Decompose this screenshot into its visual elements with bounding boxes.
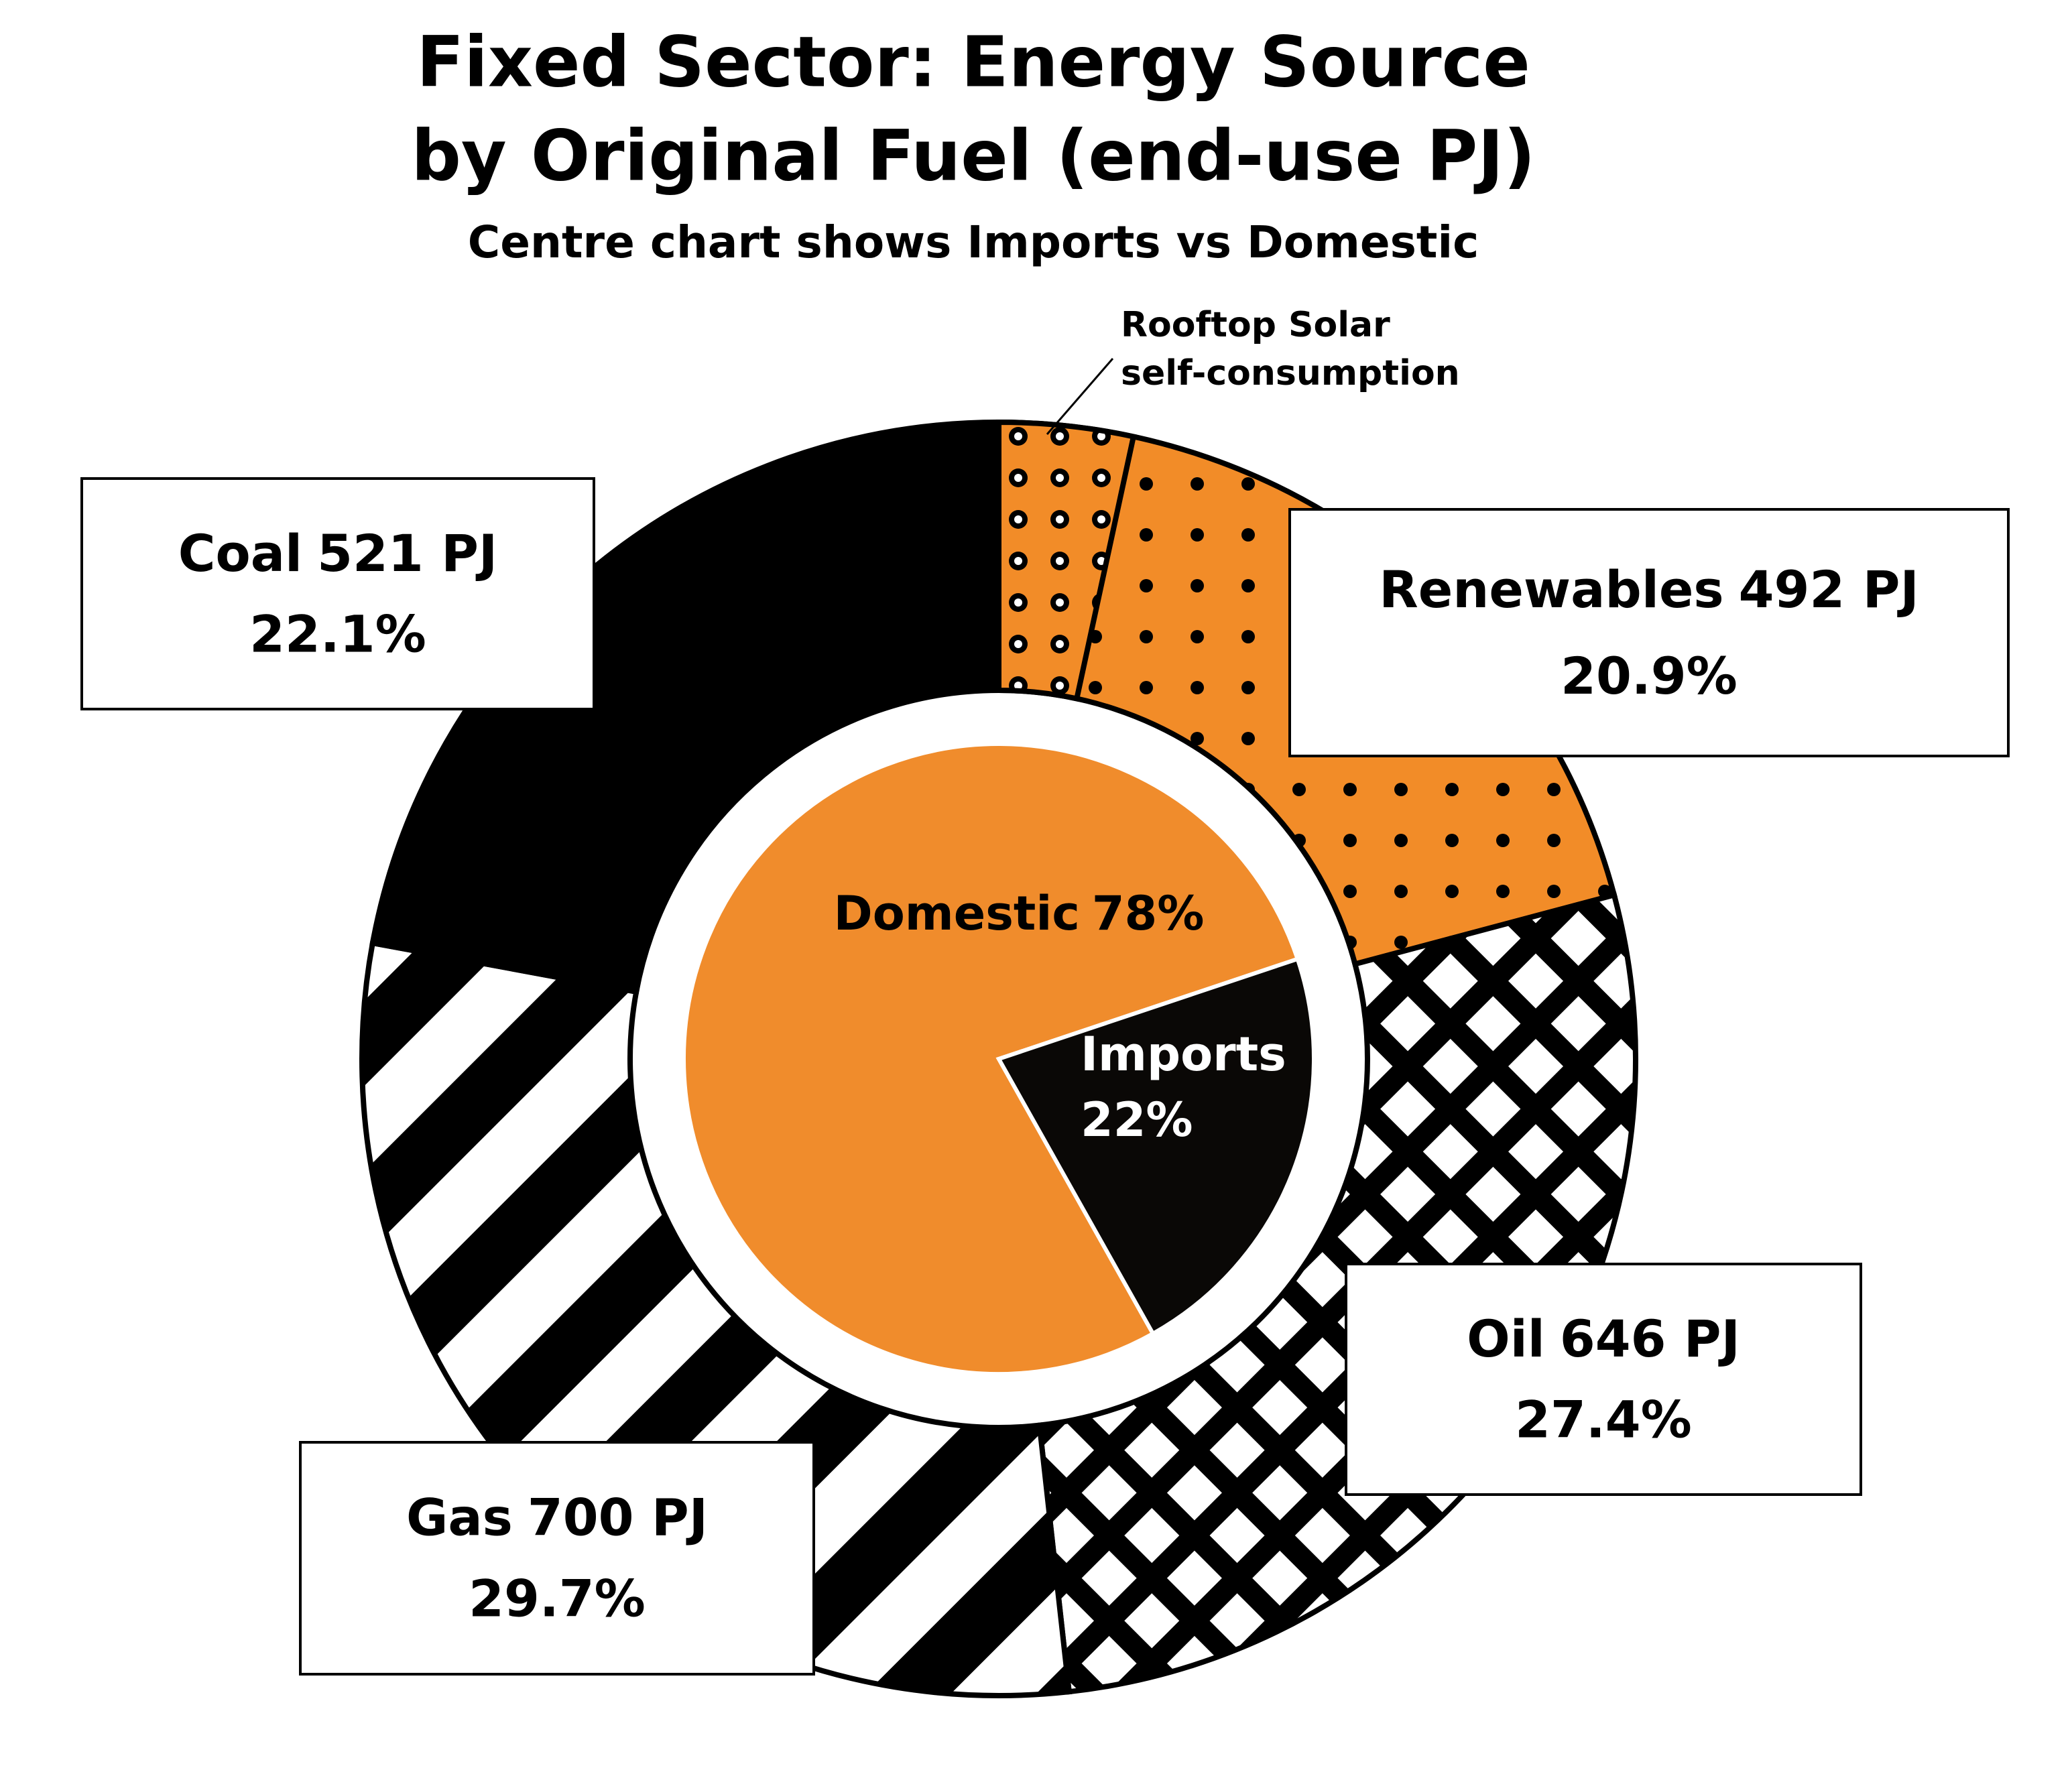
segment-label: Gas 700 PJ — [406, 1488, 708, 1548]
share-label: 27.4% — [1515, 1389, 1692, 1449]
segment-label: Oil 646 PJ — [1467, 1309, 1740, 1369]
share-label: 29.7% — [469, 1569, 646, 1629]
segment-label: Renewables 492 PJ — [1379, 560, 1919, 619]
slice-label: Domestic 78% — [834, 886, 1205, 941]
label-box — [1288, 508, 2010, 757]
category-label: Imports — [1081, 1027, 1286, 1082]
share-label: 22.1% — [249, 604, 426, 664]
value-label: 492 PJ — [1739, 560, 1919, 619]
annotation: self-consumption — [1121, 353, 1460, 393]
category-label: Coal — [178, 523, 302, 583]
pie-slice — [682, 742, 1300, 1376]
category-label: Domestic — [834, 886, 1080, 941]
label-box — [1345, 1263, 1862, 1496]
chart-title: Fixed Sector: Energy Source — [416, 21, 1530, 103]
value-label: 700 PJ — [528, 1488, 708, 1548]
category-label: Oil — [1467, 1309, 1545, 1369]
category-label: Gas — [406, 1488, 513, 1548]
label-box — [299, 1441, 815, 1676]
label-box — [80, 477, 595, 710]
annotation: Rooftop Solar — [1121, 305, 1390, 345]
category-label: Renewables — [1379, 560, 1723, 619]
chart-subtitle: Centre chart shows Imports vs Domestic — [468, 216, 1479, 268]
value-label: 78% — [1092, 886, 1205, 941]
donut-segment — [1036, 891, 1638, 1695]
donut — [359, 419, 1638, 1698]
share-label: 20.9% — [1561, 646, 1738, 706]
value-label: 22% — [1081, 1092, 1193, 1147]
pie-slice — [995, 956, 1316, 1336]
leader-line — [1046, 358, 1114, 435]
donut-sub-segment — [996, 419, 1137, 702]
value-label: 646 PJ — [1560, 1309, 1740, 1369]
value-label: 521 PJ — [317, 523, 497, 583]
segment-label: Coal 521 PJ — [178, 523, 497, 583]
chart-title: by Original Fuel (end-use PJ) — [411, 115, 1535, 196]
